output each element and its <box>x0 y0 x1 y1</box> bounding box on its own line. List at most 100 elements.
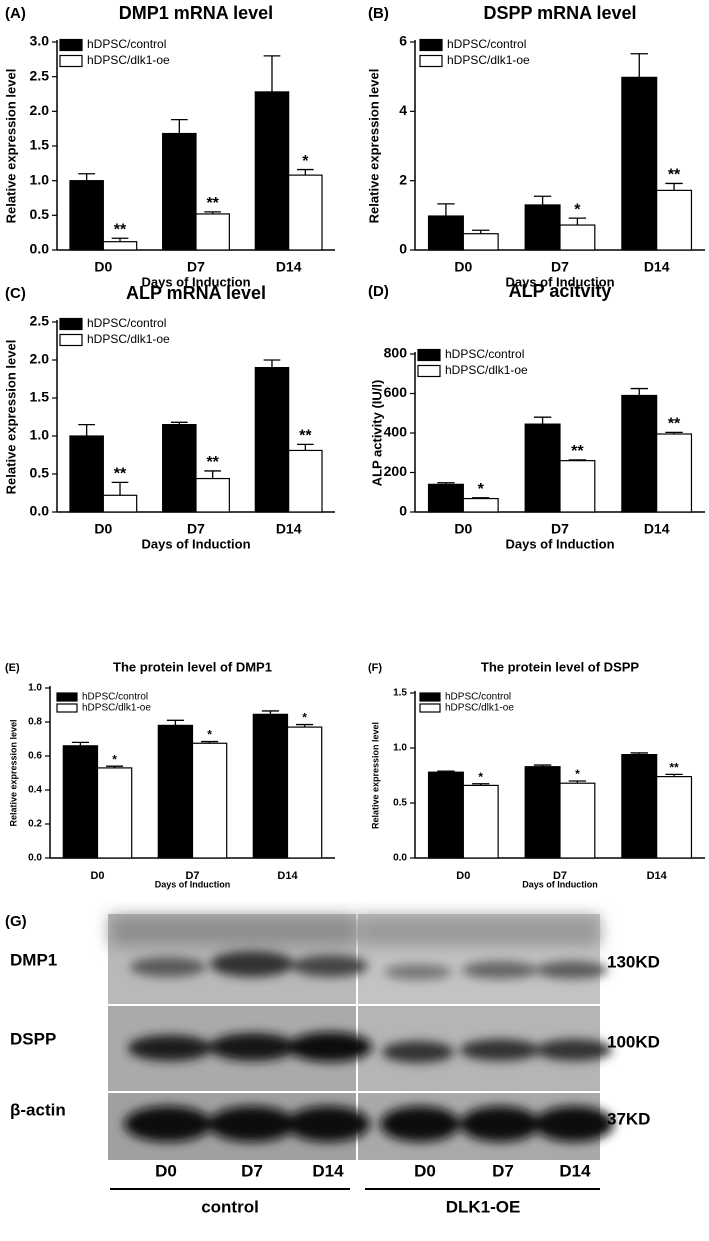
error-bar <box>568 780 587 784</box>
y-tick-label: 0.4 <box>28 785 42 796</box>
error-bar <box>204 470 222 479</box>
significance-mark: * <box>574 201 581 218</box>
bar <box>157 724 194 859</box>
legend-label: hDPSC/control <box>87 37 166 51</box>
lane-label: D14 <box>559 1161 591 1180</box>
legend-label: hDPSC/dlk1-oe <box>82 703 151 714</box>
error-bar <box>472 229 490 234</box>
error-bar <box>533 416 552 425</box>
legend-swatch <box>417 364 441 378</box>
y-tick-label: 2.0 <box>30 351 50 367</box>
bar <box>427 483 464 513</box>
x-tick-label: D14 <box>644 521 670 537</box>
significance-mark: * <box>207 728 212 742</box>
y-tick-label: 0.5 <box>393 798 407 809</box>
legend-label: hDPSC/dlk1-oe <box>87 53 170 67</box>
chart-title: The protein level of DMP1 <box>113 659 272 674</box>
error-bar <box>437 770 455 773</box>
blot-shading <box>110 916 600 946</box>
bar <box>462 784 499 859</box>
legend-label: hDPSC/dlk1-oe <box>87 332 170 346</box>
legend-label: hDPSC/dlk1-oe <box>447 53 530 67</box>
protein-label: DMP1 <box>10 950 57 969</box>
x-tick-label: D7 <box>185 870 199 882</box>
chart-title: DSPP mRNA level <box>483 3 636 23</box>
x-tick-label: D7 <box>187 259 205 275</box>
bar <box>102 494 138 513</box>
panel-label: (F) <box>368 662 382 674</box>
x-tick-label: D7 <box>551 259 569 275</box>
panel-label: (A) <box>5 5 26 22</box>
error-bar <box>437 203 455 217</box>
bar <box>559 782 596 859</box>
bar <box>286 726 323 859</box>
chart-panel: (F) The protein level of DSPP Relative exp… <box>368 659 705 889</box>
bar <box>162 132 197 251</box>
panel-label: (D) <box>368 283 389 300</box>
legend-swatch <box>419 38 443 52</box>
y-tick-label: 4 <box>399 102 407 118</box>
y-tick-label: 0.0 <box>30 503 50 519</box>
y-tick-label: 0.0 <box>28 853 42 864</box>
y-tick-label: 0.6 <box>28 751 42 762</box>
error-bar <box>665 431 683 434</box>
bar <box>621 753 658 859</box>
y-tick-label: 0.8 <box>28 717 42 728</box>
chart-title: The protein level of DSPP <box>481 659 640 674</box>
legend-label: hDPSC/control <box>447 37 526 51</box>
bar <box>621 394 658 513</box>
y-tick-label: 0.5 <box>30 206 50 222</box>
bar <box>559 224 596 251</box>
x-tick-label: D0 <box>454 521 472 537</box>
x-tick-label: D14 <box>647 870 668 882</box>
error-bar <box>71 741 89 746</box>
group-label: DLK1-OE <box>446 1197 521 1216</box>
error-bar <box>630 53 648 78</box>
legend-swatch <box>59 38 83 52</box>
significance-mark: ** <box>668 167 681 184</box>
y-tick-label: 200 <box>384 463 408 479</box>
y-axis-title: Relative expression level <box>3 340 18 495</box>
y-axis-title: ALP activity (IU/l) <box>369 380 384 487</box>
y-tick-label: 2.0 <box>30 102 50 118</box>
chart-panel: (A) DMP1 mRNA level Relative expression le… <box>3 3 335 289</box>
y-tick-label: 2.5 <box>30 67 50 83</box>
x-tick-label: D14 <box>276 521 302 537</box>
y-axis-title: Relative expression level <box>366 69 381 224</box>
bar <box>62 745 99 859</box>
error-bar <box>568 217 587 226</box>
significance-mark: ** <box>206 195 219 212</box>
y-tick-label: 1.0 <box>28 683 42 694</box>
y-tick-label: 0 <box>399 241 407 257</box>
significance-mark: * <box>575 767 580 781</box>
legend-swatch <box>419 703 441 713</box>
legend-swatch <box>56 692 78 702</box>
size-label: 100KD <box>607 1032 660 1051</box>
x-tick-label: D14 <box>276 259 302 275</box>
bar <box>254 91 290 251</box>
x-tick-label: D14 <box>644 259 670 275</box>
lane-label: D7 <box>492 1161 514 1180</box>
error-bar <box>296 723 314 728</box>
legend-swatch <box>417 348 441 362</box>
error-bar <box>170 421 188 425</box>
error-bar <box>204 211 222 214</box>
significance-mark: * <box>302 153 309 170</box>
bar <box>621 76 658 251</box>
bar <box>69 180 104 251</box>
y-tick-label: 1.5 <box>30 137 50 153</box>
error-bar <box>261 710 279 715</box>
bar <box>524 423 561 513</box>
panel-label: (E) <box>5 662 20 674</box>
bar <box>195 477 230 513</box>
error-bar <box>665 182 683 191</box>
size-label: 37KD <box>607 1109 650 1128</box>
error-bar <box>78 173 95 181</box>
lane-label: D7 <box>241 1161 263 1180</box>
chart-panel: (B) DSPP mRNA level Relative expression le… <box>366 3 705 289</box>
error-bar <box>533 764 552 767</box>
bar <box>288 174 323 251</box>
x-tick-label: D0 <box>94 521 112 537</box>
legend-label: hDPSC/control <box>445 692 511 703</box>
